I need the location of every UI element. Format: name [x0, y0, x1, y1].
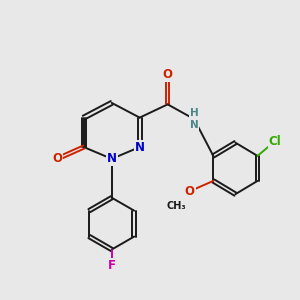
- Text: F: F: [108, 259, 116, 272]
- Text: H
N: H N: [190, 108, 199, 130]
- Text: CH₃: CH₃: [167, 201, 186, 211]
- Text: Cl: Cl: [269, 135, 281, 148]
- Text: N: N: [107, 152, 117, 165]
- Text: O: O: [185, 185, 195, 198]
- Text: N: N: [135, 141, 145, 154]
- Text: O: O: [163, 68, 173, 81]
- Text: O: O: [52, 152, 62, 165]
